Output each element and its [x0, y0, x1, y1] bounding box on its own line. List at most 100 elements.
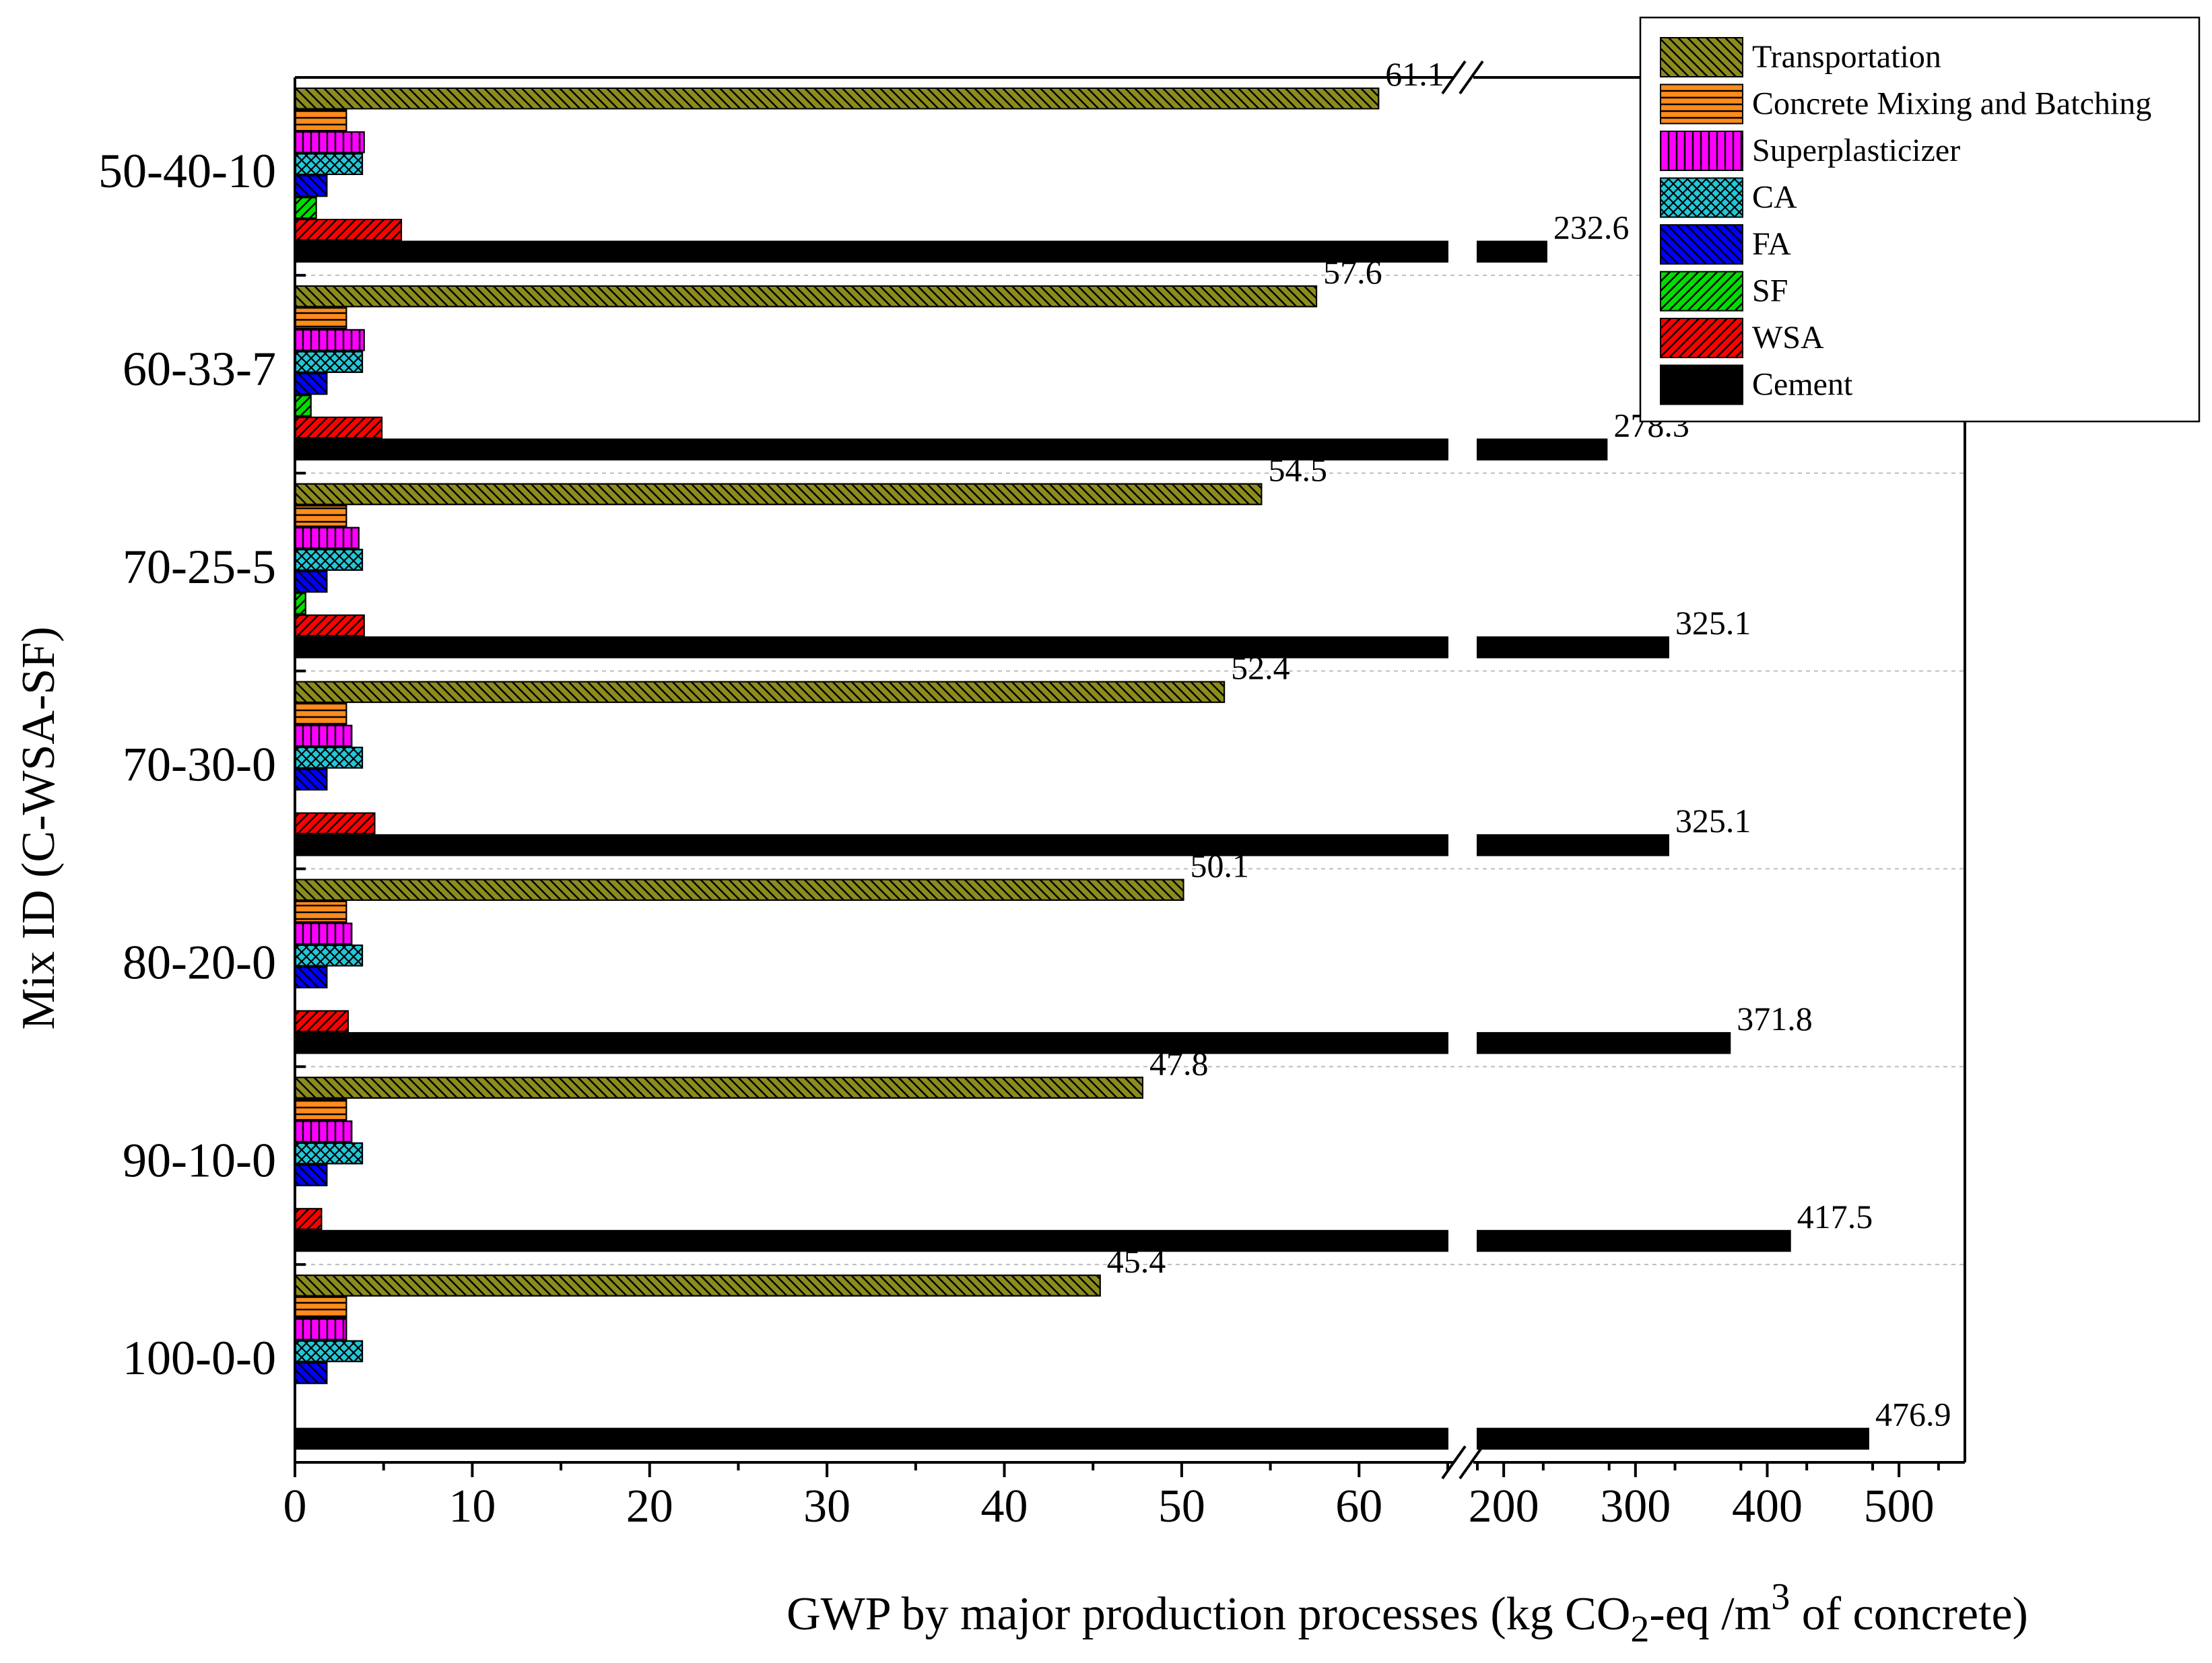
bar-hatch — [294, 549, 364, 571]
bar-cement-80-20-0 — [294, 1031, 1448, 1054]
data-label: 45.4 — [1107, 1242, 1166, 1280]
bar-cement-100-0-0 — [294, 1427, 1448, 1450]
data-label: 371.8 — [1737, 1000, 1813, 1038]
bar-cement-90-10-0 — [294, 1229, 1448, 1252]
data-label: 232.6 — [1553, 209, 1630, 246]
x-tick-label: 30 — [803, 1481, 850, 1532]
bar-cement-60-33-7 — [1477, 438, 1608, 461]
bar-hatch — [294, 1098, 347, 1121]
category-label: 70-30-0 — [123, 738, 276, 792]
data-label: 57.6 — [1323, 253, 1382, 291]
bar-hatch — [294, 329, 365, 351]
bar-cement-90-10-0 — [1477, 1229, 1791, 1252]
legend-swatch-hatch — [1660, 271, 1743, 312]
category-label: 90-10-0 — [123, 1133, 276, 1187]
bar-hatch — [294, 1077, 1143, 1099]
x-tick-label: 500 — [1864, 1481, 1935, 1532]
bar-cement-80-20-0 — [1477, 1031, 1731, 1054]
bar-hatch — [294, 1340, 364, 1363]
x-tick-label: 50 — [1158, 1481, 1205, 1532]
bar-hatch — [294, 351, 364, 373]
bar-hatch — [294, 703, 347, 725]
bar-hatch — [294, 1164, 328, 1186]
bar-hatch — [294, 1275, 1101, 1297]
bar-hatch — [294, 1362, 328, 1384]
bar-hatch — [294, 1010, 349, 1032]
data-label: 54.5 — [1268, 451, 1327, 489]
axis-break-mark — [1441, 60, 1467, 95]
legend-swatch-hatch — [1660, 224, 1743, 265]
bar-cement-50-40-10 — [1477, 240, 1547, 263]
bar-hatch — [294, 197, 317, 219]
bar-hatch — [294, 416, 383, 439]
bar-hatch — [294, 966, 328, 988]
bar-cement-70-25-5 — [1477, 636, 1669, 658]
legend-swatch-hatch — [1660, 131, 1743, 171]
data-label: 476.9 — [1875, 1396, 1951, 1433]
bar-hatch — [294, 614, 365, 637]
x-axis-title-middle: -eq /m — [1649, 1588, 1771, 1640]
x-tick-label: 300 — [1600, 1481, 1671, 1532]
axis-break-mark — [1441, 1445, 1467, 1480]
x-tick-label: 40 — [981, 1481, 1028, 1532]
data-label: 417.5 — [1797, 1198, 1873, 1235]
axis-break-mark — [1459, 60, 1484, 95]
data-label: 325.1 — [1675, 802, 1751, 840]
legend-label: FA — [1752, 226, 1791, 262]
bar-hatch — [294, 175, 328, 197]
x-tick-label: 0 — [283, 1481, 307, 1532]
y-axis-title: Mix ID (C-WSA-SF) — [13, 627, 65, 1030]
bar-hatch — [294, 681, 1226, 704]
bar-hatch — [294, 592, 306, 615]
legend-swatch-hatch — [1660, 37, 1743, 77]
bar-hatch — [294, 372, 328, 395]
bar-hatch — [294, 1296, 347, 1319]
bar-hatch — [294, 922, 353, 945]
bar-hatch — [294, 570, 328, 593]
x-tick-label: 20 — [626, 1481, 673, 1532]
legend-label: CA — [1752, 180, 1797, 215]
axis-break-mark — [1459, 1445, 1484, 1480]
data-label: 52.4 — [1231, 649, 1290, 687]
bar-hatch — [294, 219, 403, 241]
bar-hatch — [294, 812, 376, 835]
legend-swatch — [1660, 364, 1743, 405]
bar-hatch — [294, 307, 347, 329]
bars — [294, 88, 1869, 1450]
data-labels: 61.1232.650-40-1057.6278.360-33-754.5325… — [98, 55, 1951, 1532]
bar-cement-100-0-0 — [1477, 1427, 1869, 1450]
legend-label: WSA — [1752, 320, 1824, 355]
bar-hatch — [294, 285, 1318, 308]
bar-hatch — [294, 1120, 353, 1143]
legend-swatch-hatch — [1660, 83, 1743, 125]
category-separators — [295, 274, 1965, 1266]
x-axis-title-suffix: of concrete) — [1790, 1588, 2028, 1640]
bar-cement-70-30-0 — [1477, 834, 1669, 856]
data-label: 50.1 — [1191, 846, 1250, 884]
x-axis-title-superscript: 3 — [1771, 1576, 1790, 1618]
bar-hatch — [294, 724, 353, 747]
data-label: 47.8 — [1149, 1044, 1209, 1082]
category-label: 50-40-10 — [98, 144, 276, 198]
legend-label: Cement — [1752, 367, 1853, 403]
bar-cement-70-25-5 — [294, 636, 1448, 658]
bar-hatch — [294, 747, 364, 769]
legend: Transportation Concrete Mixing and Batchi… — [1639, 16, 2201, 423]
x-tick-label: 200 — [1469, 1481, 1539, 1532]
category-label: 60-33-7 — [123, 342, 276, 396]
bar-hatch — [294, 879, 1184, 901]
bar-hatch — [294, 1208, 323, 1230]
bar-hatch — [294, 109, 347, 131]
bar-hatch — [294, 1318, 347, 1340]
bar-hatch — [294, 768, 328, 791]
category-label: 70-25-5 — [123, 540, 276, 594]
legend-label: Superplasticizer — [1752, 133, 1960, 168]
x-tick-label: 60 — [1335, 1481, 1382, 1532]
bar-hatch — [294, 153, 364, 175]
x-axis-title-prefix: GWP by major production processes (kg CO — [786, 1588, 1630, 1640]
bar-hatch — [294, 527, 360, 549]
bar-cement-50-40-10 — [294, 240, 1448, 263]
bar-hatch — [294, 900, 347, 923]
legend-frame — [1639, 16, 2201, 423]
